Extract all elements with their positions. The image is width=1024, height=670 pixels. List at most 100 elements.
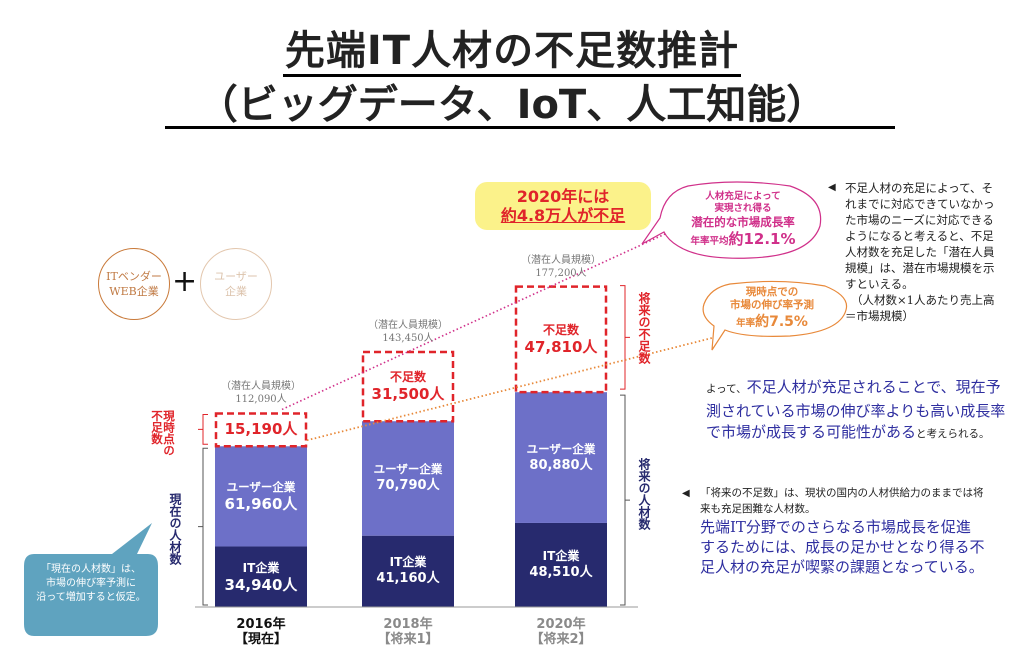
bar-shortage-value: 31,500人 bbox=[371, 385, 445, 404]
callout-line1: 「現在の人材数」は、 bbox=[41, 564, 141, 575]
x-axis-label: 2016年 【現在】 bbox=[205, 617, 317, 647]
note2-main: 不足人材が充足されることで、現在予測されている市場の伸び率よりも高い成長率で市場… bbox=[706, 378, 1006, 441]
bar-user-category: ユーザー企業 bbox=[226, 480, 296, 495]
callout-text: 「現在の人材数」は、 市場の伸び率予測に 沿って増加すると仮定。 bbox=[26, 563, 156, 605]
bar-user-label: ユーザー企業 70,790人 bbox=[362, 461, 454, 495]
bar-user-2018年 bbox=[362, 421, 454, 536]
bar-user-category: ユーザー企業 bbox=[526, 441, 596, 456]
potential-growth-bubble bbox=[641, 181, 822, 259]
bubble-potential-rate-value: 約12.1% bbox=[728, 230, 796, 248]
bubble-forecast-rate-value: 約7.5% bbox=[755, 314, 808, 330]
x-axis-year: 2016年 bbox=[236, 617, 286, 632]
legend-circle1-line2: WEB企業 bbox=[109, 285, 159, 298]
bubble-forecast-line2: 市場の伸び率予測 bbox=[730, 299, 814, 311]
legend-circle-it-vendor: ITベンダー WEB企業 bbox=[98, 248, 170, 320]
bar-it-category: IT企業 bbox=[242, 560, 280, 575]
legend-circle-user: ユーザー 企業 bbox=[200, 248, 272, 320]
note1-formula: （人材数×1人あたり売上高＝市場規模） bbox=[845, 293, 995, 323]
orange-bubble-shape bbox=[702, 280, 848, 351]
page-subtitle: （ビッグデータ、IoT、人工知能） bbox=[197, 82, 827, 128]
bar-it-value: 41,160人 bbox=[376, 571, 440, 587]
callout-line3: 沿って増加すると仮定。 bbox=[36, 592, 146, 603]
potential-value: 177,200人 bbox=[535, 267, 587, 279]
pink-bubble-shape bbox=[641, 181, 822, 259]
bar-shortage-category: 不足数 bbox=[389, 370, 426, 385]
current-shortage-label: 現時点の不足数 bbox=[150, 410, 176, 456]
callout-line2: 市場の伸び率予測に bbox=[46, 578, 136, 589]
bar-user-label: ユーザー企業 61,960人 bbox=[215, 479, 307, 513]
x-axis-tag: 【現在】 bbox=[234, 632, 287, 647]
potential-caption: （潜在人員規模） bbox=[521, 254, 601, 266]
bar-it-2016年 bbox=[215, 546, 307, 607]
bar-shortage-value: 15,190人 bbox=[224, 420, 298, 439]
bracket-current-staff bbox=[198, 447, 208, 606]
bar-it-value: 48,510人 bbox=[529, 564, 593, 580]
bar-user-label: ユーザー企業 80,880人 bbox=[515, 441, 607, 475]
bubble-potential-line3: 潜在的な市場成長率 bbox=[691, 215, 795, 229]
trend-line-potential bbox=[281, 217, 701, 411]
bubble-forecast-rate-prefix: 年率 bbox=[736, 318, 756, 329]
bracket-current-shortage bbox=[198, 413, 208, 445]
future-shortage-label: 将来の不足数 bbox=[637, 292, 651, 364]
note-potential-market: 不足人材の充足によって、それまでに対応できていなかった市場のニーズに対応できるよ… bbox=[845, 180, 1003, 324]
x-axis-year: 2018年 bbox=[383, 617, 433, 632]
bar-it-label: IT企業 41,160人 bbox=[362, 554, 454, 588]
legend-circle2-line1: ユーザー bbox=[214, 270, 258, 283]
bubble-potential-line2: 実現され得る bbox=[714, 203, 772, 214]
legend-circle1-line1: ITベンダー bbox=[106, 270, 162, 283]
callout-shape bbox=[24, 523, 158, 636]
x-axis-label: 2018年 【将来1】 bbox=[352, 617, 464, 647]
title-underline bbox=[165, 126, 895, 129]
bar-shortage-value: 47,810人 bbox=[524, 337, 598, 356]
bar-shortage-category: 不足数 bbox=[542, 322, 579, 337]
bubble-potential-line1: 人材充足によって bbox=[705, 191, 781, 202]
note2-suffix: と考えられる。 bbox=[916, 428, 990, 440]
bar-user-2016年 bbox=[215, 446, 307, 547]
title-line1: 先端IT人材の不足数推計 bbox=[282, 28, 742, 77]
bar-it-label: IT企業 48,510人 bbox=[515, 548, 607, 582]
bar-user-value: 70,790人 bbox=[376, 478, 440, 494]
bar-shortage-label: 15,190人 bbox=[215, 420, 307, 438]
note2-prefix: よって、 bbox=[706, 383, 747, 395]
trend-line-forecast bbox=[306, 337, 713, 442]
triangle-pointer-icon-2: ◀ bbox=[682, 488, 690, 499]
potential-total-label: （潜在人員規模） 112,090人 bbox=[201, 380, 321, 406]
bar-shortage-2020年 bbox=[514, 285, 608, 394]
bar-user-value: 61,960人 bbox=[224, 495, 298, 514]
potential-value: 112,090人 bbox=[235, 394, 287, 406]
note1-text: 不足人材の充足によって、それまでに対応できていなかった市場のニーズに対応できるよ… bbox=[845, 181, 995, 291]
forecast-growth-bubble bbox=[702, 280, 848, 351]
bracket-future-staff bbox=[620, 394, 630, 606]
bar-it-2020年 bbox=[515, 522, 607, 607]
callout-bubble bbox=[24, 523, 158, 636]
future-staff-label: 将来の人材数 bbox=[637, 458, 651, 530]
potential-total-label: （潜在人員規模） 177,200人 bbox=[501, 254, 621, 280]
note-growth-conclusion: よって、不足人材が充足されることで、現在予測されている市場の伸び率よりも高い成長… bbox=[706, 376, 1006, 445]
potential-caption: （潜在人員規模） bbox=[368, 320, 448, 332]
bubble-forecast-line1: 現時点での bbox=[745, 286, 799, 298]
bar-it-category: IT企業 bbox=[542, 548, 580, 563]
bubble-potential-rate-prefix: 年率平均 bbox=[690, 236, 729, 247]
bar-shortage-label: 不足数 47,810人 bbox=[515, 322, 607, 356]
potential-total-label: （潜在人員規模） 143,450人 bbox=[348, 319, 468, 345]
x-axis-label: 2020年 【将来2】 bbox=[505, 617, 617, 647]
current-staff-label: 現在の人材数 bbox=[168, 493, 182, 565]
page-title: 先端IT人材の不足数推計 bbox=[0, 18, 1024, 77]
bar-it-category: IT企業 bbox=[389, 555, 427, 570]
x-axis-year: 2020年 bbox=[536, 617, 586, 632]
bar-shortage-label: 不足数 31,500人 bbox=[362, 369, 454, 403]
x-axis-tag: 【将来1】 bbox=[377, 632, 439, 647]
bar-shortage-2018年 bbox=[361, 350, 455, 423]
forecast-growth-text: 現時点での 市場の伸び率予測 年率約7.5% bbox=[702, 286, 842, 332]
bar-it-2018年 bbox=[362, 535, 454, 607]
banner-line1: 2020年には bbox=[516, 187, 610, 206]
bar-it-value: 34,940人 bbox=[224, 575, 298, 594]
bracket-future-shortage bbox=[620, 285, 630, 390]
note3-main: 先端IT分野でのさらなる市場成長を促進するためには、成長の足かせとなり得る不足人… bbox=[700, 518, 985, 576]
x-axis-tag: 【将来2】 bbox=[530, 632, 592, 647]
triangle-pointer-icon: ◀ bbox=[828, 182, 836, 193]
potential-caption: （潜在人員規模） bbox=[221, 381, 301, 393]
potential-growth-text: 人材充足によって 実現され得る 潜在的な市場成長率 年率平均約12.1% bbox=[668, 191, 818, 250]
plus-icon: + bbox=[172, 264, 198, 299]
bar-it-label: IT企業 34,940人 bbox=[215, 560, 307, 594]
